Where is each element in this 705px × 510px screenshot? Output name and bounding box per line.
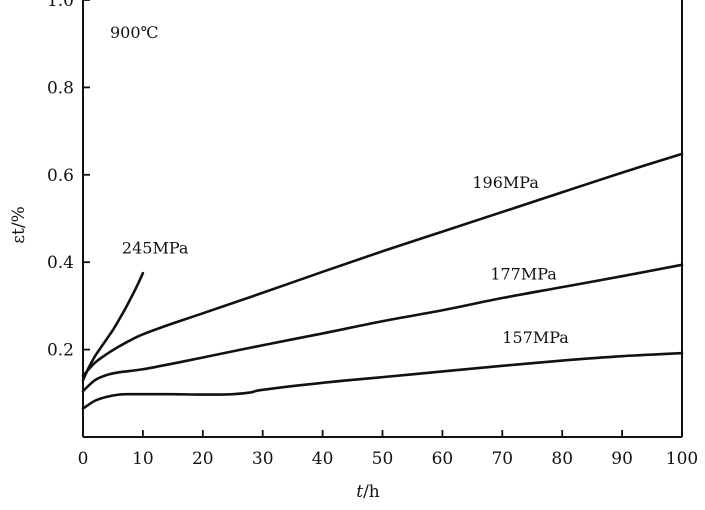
x-tick-label: 70 <box>491 449 513 469</box>
series-line-157mpa <box>83 353 682 408</box>
y-tick-label: 0.4 <box>47 253 74 273</box>
x-tick-label: 80 <box>551 449 573 469</box>
x-tick-label: 100 <box>666 449 698 469</box>
series-line-196mpa <box>83 154 682 376</box>
x-tick-label: 10 <box>132 449 154 469</box>
x-tick-label: 60 <box>432 449 454 469</box>
series-label-245mpa: 245MPa <box>122 238 189 257</box>
x-tick-label: 40 <box>312 449 334 469</box>
y-tick-label: 0.8 <box>47 78 74 98</box>
x-axis-title: t/h <box>356 482 380 502</box>
x-tick-label: 0 <box>78 449 89 469</box>
x-tick-label: 30 <box>252 449 274 469</box>
y-tick-label: 0.6 <box>47 166 74 186</box>
y-tick-label: 1.0 <box>47 0 74 11</box>
x-tick-label: 20 <box>192 449 214 469</box>
x-tick-label: 50 <box>372 449 394 469</box>
series-label-157mpa: 157MPa <box>502 328 569 347</box>
y-tick-label: 0.2 <box>47 341 74 361</box>
x-tick-label: 90 <box>611 449 633 469</box>
x-axis-title-unit: /h <box>363 482 380 502</box>
series-label-177mpa: 177MPa <box>490 265 557 284</box>
y-axis-title: εt/% <box>9 206 29 244</box>
series-line-177mpa <box>83 265 682 391</box>
series-label-196mpa: 196MPa <box>472 173 539 192</box>
temperature-annotation: 900℃ <box>110 23 158 42</box>
